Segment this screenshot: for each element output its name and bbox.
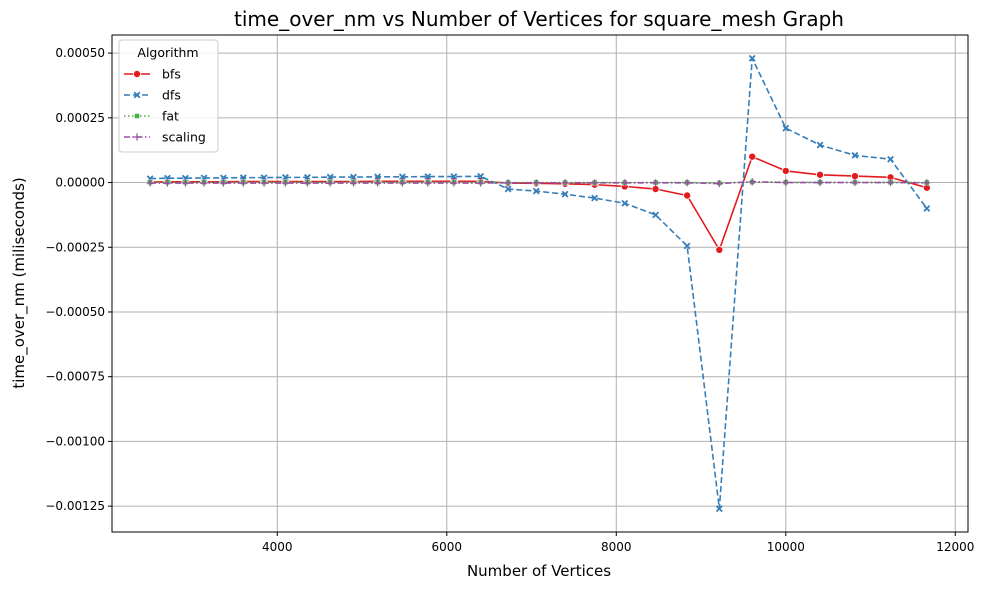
series-dfs-marker <box>374 173 382 181</box>
series-scaling-marker <box>477 179 485 187</box>
series-dfs-marker <box>398 173 406 181</box>
x-tick-label: 12000 <box>936 540 974 554</box>
series-scaling-marker <box>652 179 660 187</box>
series-scaling-marker <box>326 179 334 187</box>
y-tick-label: −0.00100 <box>45 434 105 448</box>
series-bfs <box>146 152 931 254</box>
series-dfs-marker <box>281 173 289 181</box>
series-scaling-marker <box>239 179 247 187</box>
x-tick-label: 10000 <box>767 540 805 554</box>
y-tick-label: −0.00050 <box>45 305 105 319</box>
series-scaling-marker <box>532 179 540 187</box>
series-scaling-marker <box>219 179 227 187</box>
series-scaling-marker <box>260 179 268 187</box>
series-dfs-marker <box>782 124 790 132</box>
series-bfs-marker <box>748 152 757 161</box>
series-scaling-marker <box>923 179 931 187</box>
series-scaling <box>146 178 931 188</box>
y-tick-label: 0.00050 <box>55 46 105 60</box>
series-bfs-marker <box>850 172 859 181</box>
series-scaling-marker <box>163 179 172 187</box>
series-line-bfs <box>150 155 928 251</box>
series-dfs-marker <box>424 173 432 181</box>
series-dfs <box>146 54 931 513</box>
plot-frame <box>111 34 969 533</box>
series-dfs-marker <box>477 172 485 180</box>
series-bfs-marker <box>816 170 825 179</box>
series-bfs-marker <box>683 191 692 200</box>
series-dfs-marker <box>326 173 334 181</box>
grid <box>112 35 968 532</box>
series-scaling-marker <box>621 179 629 187</box>
series-dfs-marker <box>532 187 540 195</box>
legend-dfs-marker <box>133 91 141 99</box>
legend-label-bfs: bfs <box>162 67 181 82</box>
series-dfs-marker <box>450 173 458 181</box>
series-scaling-marker <box>303 179 312 187</box>
series-dfs-marker <box>816 141 824 149</box>
series-scaling-marker <box>886 178 895 187</box>
series-dfs-marker <box>504 185 512 193</box>
series-dfs-marker <box>715 505 723 513</box>
series-scaling-marker <box>715 179 723 188</box>
series-lines <box>146 54 931 513</box>
series-scaling-marker <box>200 179 208 187</box>
series-scaling-marker <box>398 179 406 187</box>
series-line-dfs <box>150 57 928 510</box>
series-dfs-marker <box>652 211 660 219</box>
series-scaling-marker <box>181 179 189 187</box>
y-tick-label: −0.00025 <box>45 240 105 254</box>
series-bfs-marker <box>651 185 660 194</box>
series-dfs-marker <box>748 54 756 62</box>
series-scaling-marker <box>374 179 382 187</box>
series-scaling-marker <box>748 178 756 186</box>
legend-box <box>118 39 219 153</box>
y-axis-title: time_over_nm (miliseconds) <box>10 177 29 388</box>
legend-title: Algorithm <box>137 45 198 60</box>
legend-label-scaling: scaling <box>162 130 206 145</box>
x-tick-label: 4000 <box>262 540 293 554</box>
series-scaling-marker <box>146 179 154 187</box>
series-scaling-marker <box>851 178 859 187</box>
x-axis-title: Number of Vertices <box>467 562 611 580</box>
series-dfs-marker <box>350 173 357 181</box>
x-tick-label: 8000 <box>601 540 632 554</box>
series-scaling-marker <box>424 179 432 187</box>
series-dfs-marker <box>851 151 859 159</box>
series-scaling-marker <box>782 178 790 187</box>
series-scaling-marker <box>281 179 290 187</box>
y-tick-label: −0.00075 <box>45 370 105 384</box>
series-dfs-marker <box>683 242 691 250</box>
series-dfs-marker <box>591 194 599 202</box>
legend-bfs-marker <box>132 70 141 79</box>
series-scaling-marker <box>450 179 458 187</box>
series-dfs-marker <box>304 173 311 181</box>
legend: Algorithm bfs dfs fat scaling <box>118 39 219 153</box>
series-dfs-marker <box>561 190 569 198</box>
y-tick-label: 0.00000 <box>55 176 105 190</box>
series-scaling-marker <box>349 179 358 187</box>
series-scaling-marker <box>683 179 691 187</box>
axis-ticks: 4000 6000 8000 10000 12000 0.00050 0.00025 0.00… <box>45 46 974 554</box>
chart-title: time_over_nm vs Number of Vertices for s… <box>234 7 844 31</box>
series-scaling-marker <box>590 179 599 187</box>
series-bfs-marker <box>781 166 790 175</box>
series-scaling-marker <box>504 179 512 187</box>
series-dfs-marker <box>621 199 629 207</box>
series-scaling-marker <box>816 178 824 187</box>
series-bfs-marker <box>715 245 724 254</box>
y-tick-label: 0.00025 <box>55 111 105 125</box>
legend-fat-marker <box>134 113 140 119</box>
series-scaling-marker <box>561 179 569 187</box>
legend-scaling-marker <box>133 133 141 141</box>
series-dfs-marker <box>923 204 931 212</box>
legend-label-dfs: dfs <box>162 88 181 103</box>
legend-items: bfs dfs fat scaling <box>124 67 206 145</box>
x-tick-label: 6000 <box>431 540 462 554</box>
series-dfs-marker <box>887 155 894 163</box>
y-tick-label: −0.00125 <box>45 499 105 513</box>
legend-label-fat: fat <box>162 109 179 124</box>
